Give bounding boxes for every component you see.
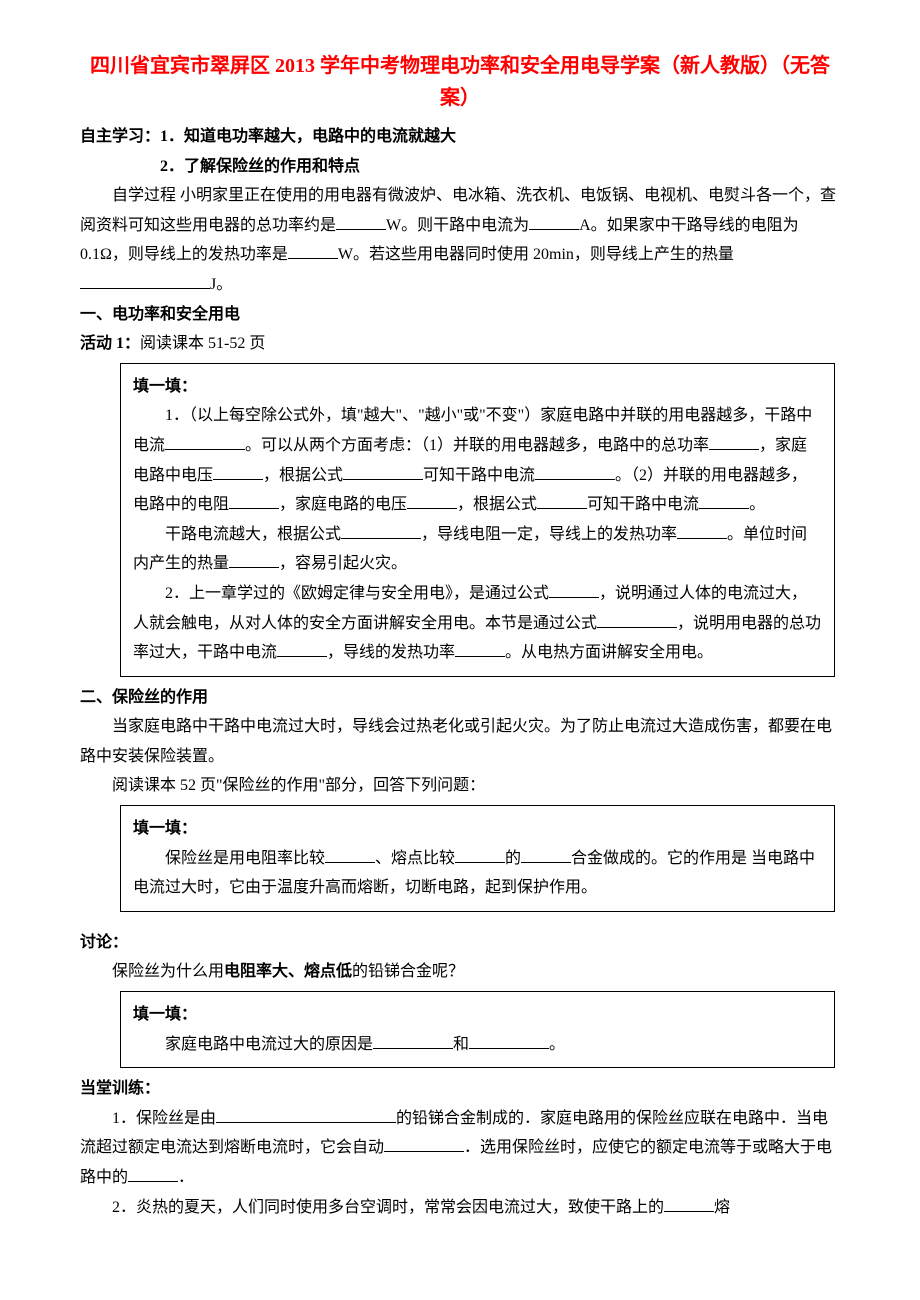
- box1-title: 填一填：: [133, 372, 822, 402]
- activity1-label: 活动 1：: [80, 335, 140, 352]
- discuss-bold: 电阻率大、熔点低: [224, 963, 352, 980]
- box2-content: 保险丝是用电阻率比较、熔点比较的合金做成的。它的作用是 当电路中电流过大时，它由…: [133, 844, 822, 903]
- section1-box: 填一填： 1．（以上每空除公式外，填"越大"、"越小"或"不变"）家庭电路中并联…: [120, 363, 835, 677]
- study-heading: 自主学习：1．知道电功率越大，电路中的电流就越大: [80, 128, 456, 145]
- blank-p-3[interactable]: [128, 1166, 178, 1182]
- section2-box: 填一填： 保险丝是用电阻率比较、熔点比较的合金做成的。它的作用是 当电路中电流过…: [120, 805, 835, 912]
- discuss-box: 填一填： 家庭电路中电流过大的原因是和。: [120, 991, 835, 1068]
- box3-title: 填一填：: [133, 1000, 822, 1030]
- box3-content: 家庭电路中电流过大的原因是和。: [133, 1030, 822, 1060]
- section2-p2: 阅读课本 52 页"保险丝的作用"部分，回答下列问题：: [80, 771, 840, 801]
- blank-s1-16[interactable]: [455, 641, 505, 657]
- blank-d-2[interactable]: [469, 1033, 549, 1049]
- blank-s1-6[interactable]: [229, 493, 279, 509]
- study-heading-row: 自主学习：1．知道电功率越大，电路中的电流就越大: [80, 122, 840, 152]
- blank-p-4[interactable]: [664, 1196, 714, 1212]
- blank-s1-4[interactable]: [343, 464, 423, 480]
- section1-title: 一、电功率和安全用电: [80, 300, 840, 330]
- blank-heat[interactable]: [80, 273, 210, 289]
- blank-s2-3[interactable]: [521, 847, 571, 863]
- blank-s1-1[interactable]: [165, 434, 245, 450]
- intro-label: 自学过程: [112, 187, 176, 204]
- box1-p2: 干路电流越大，根据公式，导线电阻一定，导线上的发热功率。单位时间内产生的热量，容…: [133, 520, 822, 579]
- blank-s1-7[interactable]: [407, 493, 457, 509]
- blank-s2-1[interactable]: [325, 847, 375, 863]
- box1-p3: 2．上一章学过的《欧姆定律与安全用电》，是通过公式，说明通过人体的电流过大，人就…: [133, 579, 822, 668]
- blank-s1-14[interactable]: [597, 612, 677, 628]
- blank-current[interactable]: [529, 214, 579, 230]
- blank-s1-9[interactable]: [699, 493, 749, 509]
- blank-s1-3[interactable]: [213, 464, 263, 480]
- practice-title: 当堂训练：: [80, 1074, 840, 1104]
- blank-s1-15[interactable]: [277, 641, 327, 657]
- blank-s1-5[interactable]: [535, 464, 615, 480]
- blank-s1-13[interactable]: [549, 582, 599, 598]
- activity1-desc: 阅读课本 51-52 页: [140, 335, 265, 352]
- activity1-row: 活动 1：阅读课本 51-52 页: [80, 329, 840, 359]
- section2-p1: 当家庭电路中干路中电流过大时，导线会过热老化或引起火灾。为了防止电流过大造成伤害…: [80, 712, 840, 771]
- box1-p1: 1．（以上每空除公式外，填"越大"、"越小"或"不变"）家庭电路中并联的用电器越…: [133, 401, 822, 519]
- practice-q1: 1．保险丝是由的铅锑合金制成的．家庭电路用的保险丝应联在电路中．当电流超过额定电…: [80, 1104, 840, 1193]
- discuss-title: 讨论：: [80, 928, 840, 958]
- box2-title: 填一填：: [133, 814, 822, 844]
- discuss-q: 保险丝为什么用电阻率大、熔点低的铅锑合金呢？: [80, 957, 840, 987]
- blank-p-1[interactable]: [216, 1107, 396, 1123]
- blank-s1-2[interactable]: [709, 434, 759, 450]
- blank-d-1[interactable]: [373, 1033, 453, 1049]
- blank-p-2[interactable]: [384, 1136, 464, 1152]
- blank-s1-12[interactable]: [229, 552, 279, 568]
- study-point2: 2．了解保险丝的作用和特点: [80, 152, 840, 182]
- blank-heat-power[interactable]: [288, 243, 338, 259]
- blank-s1-10[interactable]: [341, 523, 421, 539]
- blank-s1-8[interactable]: [537, 493, 587, 509]
- blank-s2-2[interactable]: [455, 847, 505, 863]
- blank-s1-11[interactable]: [677, 523, 727, 539]
- intro-paragraph: 自学过程 小明家里正在使用的用电器有微波炉、电冰箱、洗衣机、电饭锅、电视机、电熨…: [80, 181, 840, 299]
- blank-power[interactable]: [336, 214, 386, 230]
- page-title: 四川省宜宾市翠屏区 2013 学年中考物理电功率和安全用电导学案（新人教版）（无…: [80, 50, 840, 114]
- practice-q2: 2．炎热的夏天，人们同时使用多台空调时，常常会因电流过大，致使干路上的熔: [80, 1193, 840, 1223]
- section2-title: 二、保险丝的作用: [80, 683, 840, 713]
